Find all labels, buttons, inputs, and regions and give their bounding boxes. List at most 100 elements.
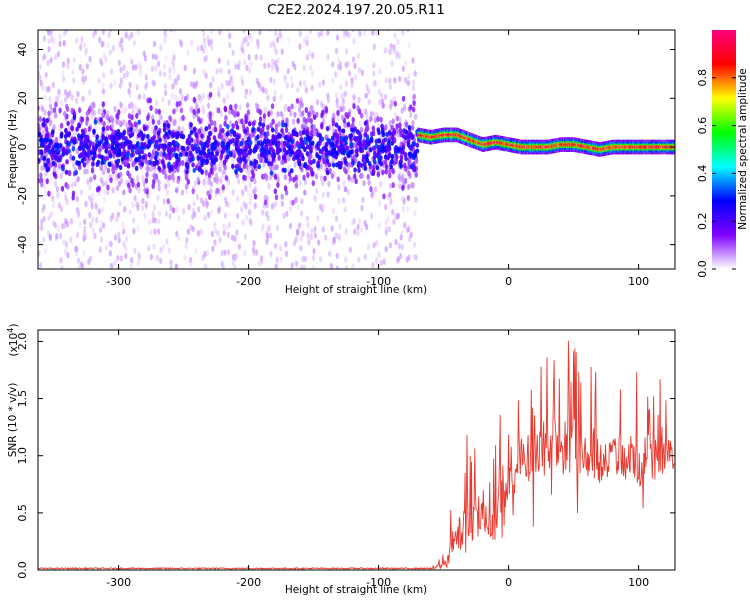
spectrogram-cell <box>482 143 485 146</box>
spectrogram-cell <box>309 118 314 125</box>
spectrogram-cell <box>311 180 316 187</box>
spectrogram-cell <box>72 139 77 145</box>
spectrogram-cell <box>79 152 84 158</box>
spectrogram-cell <box>143 212 147 219</box>
spectrogram-cell <box>369 131 374 138</box>
spectrogram-cell <box>412 93 416 100</box>
spectrogram-cell <box>88 89 92 96</box>
spectrogram-x-tick-label: -200 <box>236 275 261 288</box>
spectrogram-cell <box>290 144 294 150</box>
spectrogram-cell <box>43 109 47 116</box>
spectrogram-cell <box>381 145 385 152</box>
spectrogram-cell <box>147 245 151 252</box>
spectrogram-cell <box>49 211 53 218</box>
spectrogram-cell <box>403 177 408 184</box>
spectrogram-cell <box>280 193 284 200</box>
spectrogram-cell <box>372 242 376 249</box>
spectrogram-cell <box>91 216 95 223</box>
spectrogram-cell <box>564 143 567 146</box>
spectrogram-cell <box>654 146 656 148</box>
spectrogram-cell <box>76 176 80 183</box>
spectrogram-cell <box>125 70 130 78</box>
spectrogram-cell <box>350 176 354 183</box>
spectrogram-cell <box>290 103 294 110</box>
spectrogram-cell <box>366 243 370 251</box>
spectrogram-cell <box>195 103 199 110</box>
spectrogram-cell <box>249 219 253 227</box>
spectrogram-cell <box>186 145 190 151</box>
spectrogram-cell <box>128 132 133 139</box>
spectrogram-cell <box>269 250 273 258</box>
spectrogram-cell <box>135 112 139 119</box>
spectrogram-cell <box>367 179 371 186</box>
spectrogram-cell <box>321 152 325 159</box>
spectrogram-cell <box>273 242 278 250</box>
spectrogram-cell <box>249 60 253 68</box>
spectrogram-cell <box>63 133 68 140</box>
spectrogram-cell <box>147 121 152 129</box>
spectrogram-cell <box>430 136 432 139</box>
spectrogram-y-tick-label: -40 <box>16 236 29 254</box>
spectrogram-cell <box>320 112 324 119</box>
spectrogram-cell <box>486 141 489 146</box>
spectrogram-cell <box>80 134 84 140</box>
spectrogram-cell <box>177 215 181 222</box>
spectrogram-cell <box>136 202 140 209</box>
spectrogram-cell <box>257 164 262 170</box>
colorbar-gradient <box>712 30 736 269</box>
spectrogram-cell <box>144 201 148 208</box>
spectrogram-cell <box>154 99 158 107</box>
spectrogram-cell <box>606 146 609 151</box>
spectrogram-cell <box>399 158 403 165</box>
spectrogram-cell <box>284 241 288 248</box>
spectrogram-cell <box>529 146 531 148</box>
spectrogram-cell <box>41 122 46 128</box>
spectrogram-cell <box>317 81 322 89</box>
spectrogram-cell <box>266 30 268 31</box>
spectrogram-cell <box>444 132 446 137</box>
spectrogram-cell <box>401 95 406 102</box>
spectrogram-cell <box>275 256 279 263</box>
spectrogram-cell <box>192 167 197 173</box>
spectrogram-cell <box>667 146 669 148</box>
spectrogram-cell <box>128 208 132 216</box>
spectrogram-cell <box>40 105 45 112</box>
spectrogram-cell <box>226 92 230 100</box>
spectrogram-cell <box>135 30 137 31</box>
spectrogram-cell <box>534 145 536 150</box>
spectrogram-cell <box>221 148 225 154</box>
spectrogram-cell <box>401 65 405 72</box>
spectrogram-cell <box>556 143 558 148</box>
spectrogram-cell <box>657 145 659 150</box>
spectrogram-cell <box>202 181 206 189</box>
spectrogram-cell <box>405 121 409 128</box>
spectrogram-cell <box>336 114 340 122</box>
spectrogram-cell <box>131 144 135 150</box>
spectrogram-cell <box>660 145 662 150</box>
spectrogram-cell <box>284 250 288 258</box>
spectrogram-cell <box>285 82 289 89</box>
spectrogram-cell <box>111 129 115 136</box>
spectrogram-cell <box>83 218 87 226</box>
spectrogram-cell <box>207 172 212 179</box>
spectrogram-cell <box>664 146 666 148</box>
spectrogram-cell <box>175 105 179 113</box>
spectrogram-cell <box>344 256 348 263</box>
spectrogram-cell <box>426 135 428 138</box>
spectrogram-cell <box>548 146 550 148</box>
spectrogram-cell <box>306 232 310 239</box>
spectrogram-cell <box>249 193 253 201</box>
spectrogram-cell <box>117 119 122 126</box>
spectrogram-cell <box>289 110 293 117</box>
spectrogram-cell <box>168 73 172 80</box>
spectrogram-cell <box>484 143 486 145</box>
spectrogram-cell <box>316 163 321 169</box>
spectrogram-cell <box>342 197 346 204</box>
spectrogram-cell <box>180 159 185 166</box>
spectrogram-cell <box>163 137 168 144</box>
spectrogram-cell <box>335 139 339 145</box>
spectrogram-cell <box>352 103 356 110</box>
spectrogram-cell <box>54 54 58 61</box>
spectrogram-cell <box>338 60 342 68</box>
spectrogram-cell <box>420 134 422 137</box>
